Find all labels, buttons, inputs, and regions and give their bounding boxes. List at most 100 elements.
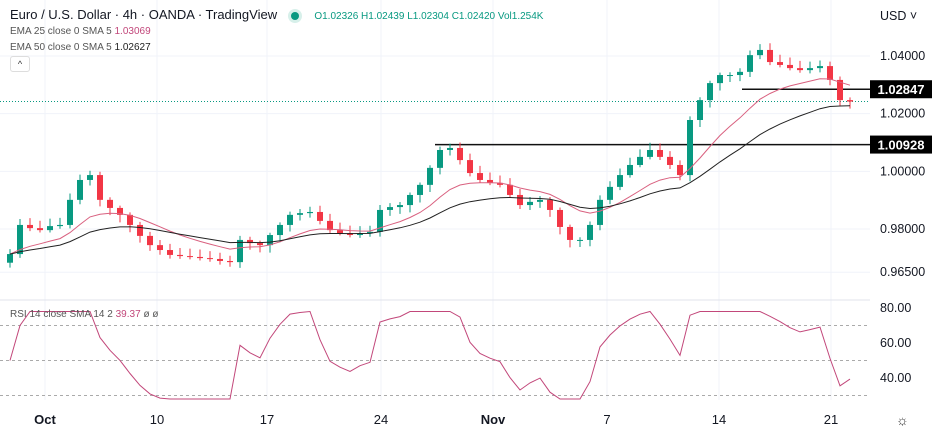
rsi-axis[interactable]: 80.00 60.00 40.00	[880, 301, 911, 385]
candle-body	[37, 228, 43, 231]
candle-body	[407, 194, 413, 206]
candle	[847, 97, 853, 109]
candle	[467, 153, 473, 177]
candle	[277, 222, 283, 243]
candle-body	[587, 224, 593, 240]
close-value: C1.02420	[451, 11, 496, 22]
candle-body	[557, 209, 563, 227]
candle-body	[477, 173, 483, 180]
time-tick-label: 10	[150, 412, 164, 427]
candle-body	[187, 256, 193, 258]
candle-body	[717, 75, 723, 84]
candle-body	[767, 49, 773, 63]
candle-body	[617, 175, 623, 187]
candle	[657, 143, 663, 161]
candle-body	[227, 260, 233, 263]
candle	[77, 174, 83, 205]
ema50-value: 1.02627	[114, 42, 151, 53]
candle	[307, 206, 313, 218]
collapse-legend-button[interactable]: ^	[10, 56, 30, 72]
candle	[7, 249, 13, 268]
candle-body	[127, 214, 133, 225]
candle-body	[577, 239, 583, 241]
candle	[207, 251, 213, 262]
time-axis[interactable]: Oct 10 17 24 Nov 7 14 21	[34, 412, 838, 427]
candle-body	[807, 68, 813, 71]
symbol-title[interactable]: Euro / U.S. Dollar · 4h · OANDA · Tradin…	[10, 7, 278, 22]
candle	[797, 60, 803, 73]
candle	[477, 165, 483, 183]
candle	[597, 195, 603, 231]
candle-body	[697, 100, 703, 121]
candle	[487, 172, 493, 186]
horizontal-levels[interactable]: 1.02847 1.00928	[0, 80, 932, 154]
ema50-legend[interactable]: EMA 50 close 0 SMA 5 1.02627	[10, 42, 151, 53]
candle-body	[97, 175, 103, 200]
candle	[397, 202, 403, 214]
candle-body	[267, 235, 273, 246]
candle	[357, 226, 363, 238]
ema50-label: EMA 50 close 0 SMA 5	[10, 42, 112, 53]
candle-body	[107, 199, 113, 208]
settings-gear-icon[interactable]: ☼	[896, 412, 909, 428]
candle	[217, 252, 223, 265]
candle	[197, 249, 203, 261]
candle	[47, 218, 53, 233]
candle	[777, 54, 783, 68]
candle-body	[47, 226, 53, 231]
candle	[707, 80, 713, 108]
candle-body	[467, 160, 473, 174]
candle	[507, 178, 513, 198]
candle	[447, 143, 453, 156]
level-price-label: 1.02847	[878, 82, 925, 97]
rsi-tick-label: 80.00	[880, 301, 911, 315]
price-axis[interactable]: 1.04000 1.02000 1.00000 0.98000 0.96500	[880, 49, 925, 279]
candle	[497, 175, 503, 188]
candle-body	[387, 207, 393, 210]
rsi-bands	[0, 325, 870, 396]
candle-body	[217, 258, 223, 261]
ema25-legend[interactable]: EMA 25 close 0 SMA 5 1.03069	[10, 26, 151, 37]
candle	[407, 192, 413, 213]
candle-body	[437, 149, 443, 168]
candle-body	[197, 256, 203, 259]
candle-body	[427, 167, 433, 185]
candle	[227, 255, 233, 267]
ema25-line	[9, 78, 851, 255]
currency-menu[interactable]: USD ˅	[880, 9, 917, 23]
candle	[427, 165, 433, 193]
candle	[457, 142, 463, 165]
candle-body	[247, 239, 253, 244]
candle-body	[787, 64, 793, 69]
price-tick-label: 1.00000	[880, 164, 925, 178]
candle	[557, 207, 563, 235]
candle-body	[797, 68, 803, 71]
candle-body	[647, 149, 653, 157]
candle-body	[207, 258, 213, 260]
candle	[757, 44, 763, 60]
candle-body	[397, 205, 403, 208]
candle-body	[457, 147, 463, 161]
candle	[587, 221, 593, 247]
candle	[27, 218, 33, 232]
candle-body	[317, 211, 323, 221]
candle-body	[687, 120, 693, 176]
candle	[297, 208, 303, 221]
time-tick-label: Oct	[34, 412, 56, 427]
candle-body	[177, 254, 183, 257]
candle-body	[517, 194, 523, 206]
candle	[837, 76, 843, 107]
candle	[537, 196, 543, 208]
candle-body	[507, 184, 513, 195]
candle-body	[447, 147, 453, 150]
candle-body	[367, 231, 373, 234]
candle	[327, 213, 333, 233]
time-tick-label: 21	[824, 412, 838, 427]
candle-body	[667, 156, 673, 165]
candle-body	[607, 186, 613, 200]
candle	[647, 142, 653, 160]
candle-body	[27, 224, 33, 229]
rsi-legend[interactable]: RSI 14 close SMA 14 2 39.37 ø ø	[10, 309, 158, 320]
candle	[547, 196, 553, 217]
